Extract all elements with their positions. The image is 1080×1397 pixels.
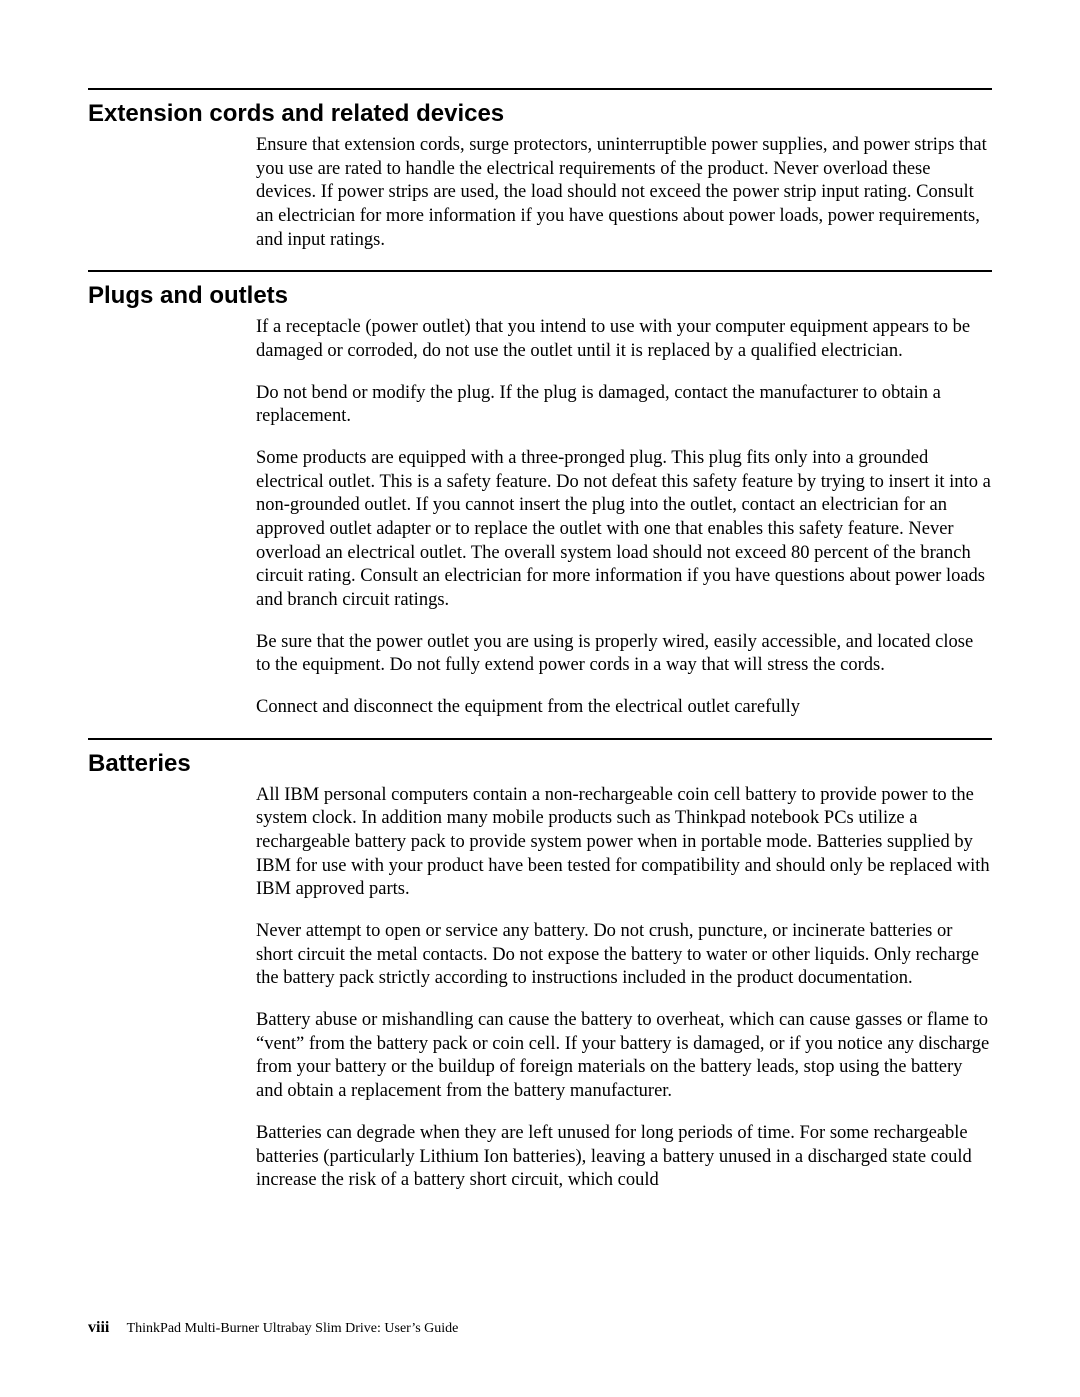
paragraph: All IBM personal computers contain a non… (256, 784, 992, 902)
paragraph: Be sure that the power outlet you are us… (256, 631, 992, 678)
paragraph: Batteries can degrade when they are left… (256, 1122, 992, 1193)
paragraph: Some products are equipped with a three-… (256, 447, 992, 613)
section-heading: Plugs and outlets (88, 282, 992, 310)
section-body: Ensure that extension cords, surge prote… (256, 134, 992, 252)
paragraph: Connect and disconnect the equipment fro… (256, 696, 992, 720)
document-page: Extension cords and related devices Ensu… (0, 0, 1080, 1397)
page-footer: viii ThinkPad Multi-Burner Ultrabay Slim… (88, 1319, 458, 1337)
paragraph: Battery abuse or mishandling can cause t… (256, 1009, 992, 1104)
paragraph: Do not bend or modify the plug. If the p… (256, 382, 992, 429)
footer-title: ThinkPad Multi-Burner Ultrabay Slim Driv… (127, 1321, 459, 1336)
section-body: If a receptacle (power outlet) that you … (256, 316, 992, 719)
paragraph: If a receptacle (power outlet) that you … (256, 316, 992, 363)
section-heading: Extension cords and related devices (88, 100, 992, 128)
page-number: viii (88, 1319, 109, 1336)
section-body: All IBM personal computers contain a non… (256, 784, 992, 1193)
paragraph: Ensure that extension cords, surge prote… (256, 134, 992, 252)
section-heading: Batteries (88, 750, 992, 778)
section-batteries: Batteries All IBM personal computers con… (88, 738, 992, 1193)
section-plugs-outlets: Plugs and outlets If a receptacle (power… (88, 270, 992, 719)
section-extension-cords: Extension cords and related devices Ensu… (88, 88, 992, 252)
paragraph: Never attempt to open or service any bat… (256, 920, 992, 991)
